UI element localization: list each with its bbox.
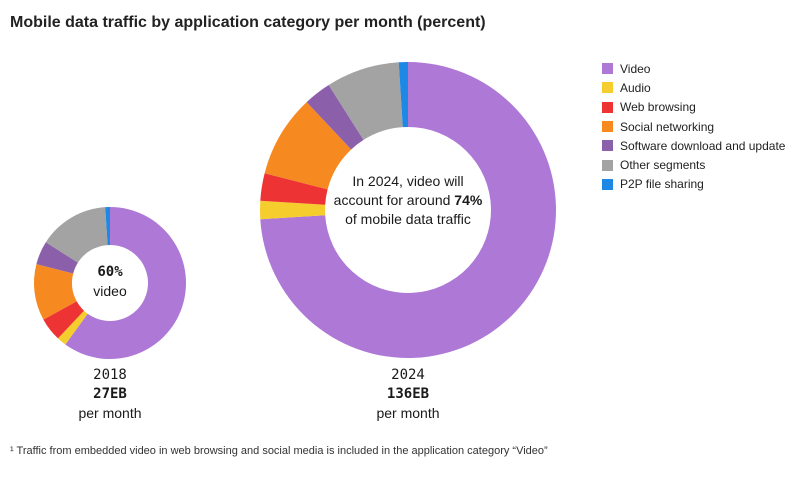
center-value-2018: 60%	[97, 264, 123, 280]
volume-2018: 27EB	[93, 386, 127, 402]
donut-2024	[260, 62, 556, 358]
slice-2024-other-segments	[328, 62, 403, 140]
slice-2018-audio	[57, 310, 88, 345]
legend-item-software-download-and-update: Software download and update	[602, 136, 785, 155]
slice-2024-p2p-file-sharing	[398, 62, 408, 128]
slice-2024-video	[260, 62, 556, 358]
legend-item-audio: Audio	[602, 78, 785, 97]
legend-swatch-software-download-and-update	[602, 140, 613, 152]
legend-swatch-video	[602, 63, 613, 75]
slice-2018-social-networking	[34, 264, 77, 320]
legend-swatch-audio	[602, 82, 613, 94]
slice-2018-software-download-and-update	[36, 242, 78, 274]
center-post-2024: of mobile data traffic	[345, 211, 471, 227]
legend-swatch-other-segments	[602, 159, 613, 171]
unit-2018: per month	[78, 405, 142, 421]
legend-item-video: Video	[602, 59, 785, 78]
chart-title: Mobile data traffic by application categ…	[10, 14, 486, 31]
label-2024: 2024 136EB per month	[358, 366, 458, 423]
slice-2018-web-browsing	[43, 301, 84, 339]
volume-2024: 136EB	[386, 386, 430, 402]
legend-swatch-web-browsing	[602, 101, 613, 113]
center-value-2024: 74%	[454, 192, 483, 208]
legend-label-web-browsing: Web browsing	[620, 100, 696, 115]
center-pre-2024: In 2024, video will account for around	[333, 173, 464, 208]
slice-2018-video	[65, 207, 187, 359]
legend-swatch-p2p-file-sharing	[602, 178, 613, 190]
legend-label-video: Video	[620, 61, 651, 76]
label-2018: 2018 27EB per month	[60, 366, 160, 423]
legend-label-p2p-file-sharing: P2P file sharing	[620, 177, 704, 192]
center-label-2018: 60% video	[65, 262, 155, 301]
unit-2024: per month	[376, 405, 440, 421]
legend-swatch-social-networking	[602, 121, 613, 133]
legend-label-social-networking: Social networking	[620, 119, 715, 134]
legend-item-web-browsing: Web browsing	[602, 98, 785, 117]
slice-2024-audio	[260, 200, 326, 220]
slice-2018-p2p-file-sharing	[105, 207, 110, 246]
slice-2024-social-networking	[264, 102, 352, 190]
year-2018: 2018	[93, 367, 127, 383]
year-2024: 2024	[391, 367, 425, 383]
legend: Video Audio Web browsing Social networking S…	[602, 59, 785, 194]
slice-2024-web-browsing	[260, 173, 328, 205]
footnote: ¹ Traffic from embedded video in web bro…	[10, 445, 548, 457]
donut-2018	[34, 207, 187, 359]
legend-item-other-segments: Other segments	[602, 155, 785, 174]
legend-item-social-networking: Social networking	[602, 117, 785, 136]
center-text-2018: video	[93, 283, 127, 299]
legend-label-audio: Audio	[620, 80, 651, 95]
center-label-2024: In 2024, video will account for around 7…	[328, 172, 488, 229]
legend-label-software-download-and-update: Software download and update	[620, 138, 786, 153]
slice-2018-other-segments	[45, 207, 108, 263]
legend-label-other-segments: Other segments	[620, 158, 706, 173]
slice-2024-software-download-and-update	[306, 85, 364, 150]
legend-item-p2p-file-sharing: P2P file sharing	[602, 175, 785, 194]
